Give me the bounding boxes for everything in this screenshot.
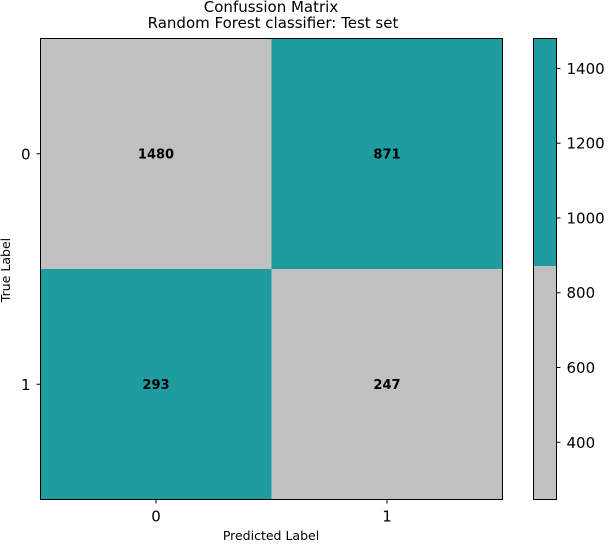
colorbar: 400 600 800 1000 1200 1400: [533, 38, 605, 500]
heatmap-cell: [40, 38, 272, 269]
heatmap-cell: [40, 269, 272, 500]
y-tick-label: 0: [21, 145, 31, 163]
cell-value-label: 247: [373, 378, 400, 393]
plot-frame: [40, 38, 503, 500]
cell-value-label: 293: [142, 378, 169, 393]
x-tick-label: 0: [151, 508, 161, 526]
cell-value-label: 1480: [138, 147, 174, 162]
heatmap-cell: [271, 38, 503, 269]
colorbar-tick-label: 400: [567, 434, 596, 452]
x-axis-label: Predicted Label: [223, 528, 319, 543]
colorbar-high-segment: [533, 38, 557, 267]
colorbar-low-segment: [533, 266, 557, 500]
cell-value-label: 871: [373, 147, 400, 162]
y-axis-ticks: 01: [21, 145, 41, 394]
colorbar-frame: [533, 38, 557, 500]
heatmap-cells: 1480 871 293 247: [40, 38, 503, 500]
y-axis-label: True Label: [0, 238, 13, 303]
chart-subtitle: Random Forest classifier: Test set: [148, 14, 399, 32]
colorbar-tick-label: 600: [567, 359, 596, 377]
colorbar-tick-label: 800: [567, 284, 596, 302]
colorbar-tick-label: 1000: [567, 209, 605, 227]
chart-title: Confussion Matrix: [204, 0, 339, 16]
colorbar-tick-label: 1200: [567, 135, 605, 153]
heatmap-cell: [271, 269, 503, 500]
y-tick-label: 1: [21, 376, 31, 394]
colorbar-tick-label: 1400: [567, 60, 605, 78]
x-tick-label: 1: [382, 508, 392, 526]
